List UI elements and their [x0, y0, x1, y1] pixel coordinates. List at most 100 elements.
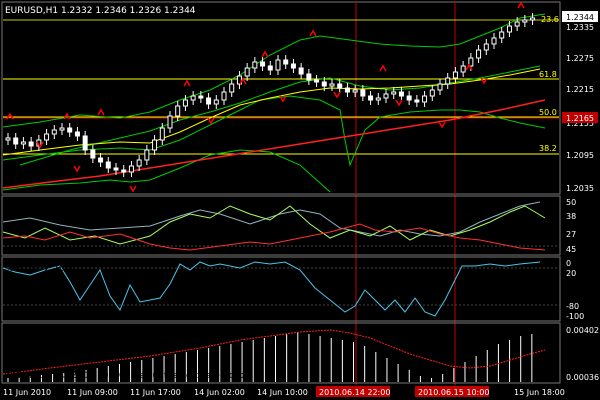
- candle-body: [144, 149, 150, 161]
- williams-r-info: %R(14) -2.7624: [5, 264, 76, 274]
- svg-text:20: 20: [566, 269, 576, 278]
- candle-body: [198, 95, 204, 99]
- candle-body: [236, 75, 242, 85]
- watermark: XTB-Trader, © 2001-2010 MetaQuotes Softw…: [5, 371, 247, 381]
- candle-body: [128, 165, 134, 173]
- candle-body: [344, 87, 350, 93]
- bollinger-bands: [2, 13, 546, 193]
- macd-info: MACD(12,25,9) 0.00333 0.00226: [5, 327, 154, 337]
- candle-body: [429, 89, 435, 97]
- candle-body: [51, 129, 57, 135]
- candle-body: [491, 37, 497, 45]
- candlestick-series: [5, 13, 536, 177]
- candle-body: [422, 95, 428, 103]
- price-level-badge: [562, 112, 598, 123]
- fibo-label-500: 50.0: [539, 108, 557, 117]
- svg-text:50: 50: [566, 198, 576, 207]
- svg-text:15 Jun 18:00: 15 Jun 18:00: [514, 388, 565, 397]
- candle-body: [375, 97, 381, 101]
- candle-body: [522, 19, 528, 23]
- candle-body: [337, 83, 343, 89]
- candle-body: [267, 65, 273, 71]
- candle-body: [298, 67, 304, 75]
- candle-body: [82, 135, 88, 151]
- fractal-markers: [6, 1, 525, 193]
- svg-text:38: 38: [566, 212, 576, 221]
- svg-text:1.2215: 1.2215: [566, 85, 594, 94]
- fibo-label-382: 38.2: [539, 144, 557, 153]
- adx-panel[interactable]: ADX(14) 44.5718 +DI:28.2079 -DI:9.0605: [1, 195, 561, 256]
- candle-body: [329, 83, 335, 87]
- candle-body: [28, 141, 34, 147]
- candle-body: [368, 95, 374, 101]
- svg-text:14 Jun 02:00: 14 Jun 02:00: [194, 388, 245, 397]
- candle-body: [483, 43, 489, 51]
- candle-body: [182, 99, 188, 107]
- candle-body: [283, 59, 289, 65]
- minus-di-line: [2, 223, 546, 251]
- candle-body: [67, 127, 73, 133]
- candle-body: [398, 91, 404, 97]
- candle-body: [221, 91, 227, 101]
- svg-text:45: 45: [566, 245, 576, 254]
- svg-text:2010.06.15 10:00: 2010.06.15 10:00: [418, 388, 489, 397]
- svg-text:1.2095: 1.2095: [566, 151, 594, 160]
- candle-body: [90, 149, 96, 159]
- candle-body: [290, 63, 296, 69]
- candle-body: [514, 21, 520, 27]
- candle-body: [391, 91, 397, 95]
- time-axis: 11 Jun 2010 11 Jun 09:00 11 Jun 17:00 14…: [3, 386, 565, 397]
- candle-body: [468, 57, 474, 67]
- macd-panel[interactable]: MACD(12,25,9) 0.00333 0.00226 XTB-Trader…: [1, 322, 561, 384]
- svg-text:-80: -80: [566, 302, 579, 311]
- candle-body: [229, 83, 235, 93]
- svg-text:2010.06.14 22:00: 2010.06.14 22:00: [319, 388, 390, 397]
- fibo-label-618: 61.8: [539, 70, 557, 79]
- svg-text:0: 0: [566, 259, 571, 268]
- fibo-label-236: 23.6: [541, 15, 559, 24]
- candle-body: [5, 137, 11, 141]
- svg-text:11 Jun 17:00: 11 Jun 17:00: [130, 388, 181, 397]
- candle-body: [452, 71, 458, 79]
- williams-r-panel[interactable]: %R(14) -2.7624: [1, 256, 561, 322]
- candle-body: [360, 89, 366, 97]
- candle-body: [121, 169, 127, 173]
- candle-body: [105, 161, 111, 169]
- candle-body: [74, 131, 80, 137]
- svg-text:1.2165: 1.2165: [566, 114, 594, 123]
- candle-body: [190, 95, 196, 101]
- candle-body: [213, 99, 219, 105]
- macd-histogram: [7, 332, 533, 382]
- candle-body: [414, 99, 420, 103]
- candle-body: [20, 141, 26, 145]
- adx-line: [2, 201, 541, 237]
- candle-body: [167, 115, 173, 129]
- candle-body: [44, 133, 50, 141]
- adx-axis: 50 38 27 45: [566, 198, 576, 254]
- candle-body: [244, 67, 250, 77]
- candle-body: [445, 77, 451, 85]
- candle-body: [306, 73, 312, 81]
- svg-text:0.00036: 0.00036: [566, 373, 599, 382]
- candle-body: [314, 79, 320, 83]
- candle-body: [275, 59, 281, 71]
- candle-body: [113, 167, 119, 171]
- macd-axis: 0.00402 0.00036: [566, 326, 599, 382]
- adx-info: ADX(14) 44.5718 +DI:28.2079 -DI:9.0605: [5, 200, 193, 210]
- svg-text:1.2275: 1.2275: [566, 54, 594, 63]
- candle-body: [13, 137, 19, 145]
- candle-body: [98, 157, 104, 163]
- svg-text:11 Jun 09:00: 11 Jun 09:00: [67, 388, 118, 397]
- candle-body: [260, 61, 266, 67]
- macd-signal-line: [2, 329, 546, 375]
- svg-text:1.2344: 1.2344: [566, 13, 594, 22]
- svg-text:11 Jun 2010: 11 Jun 2010: [3, 388, 51, 397]
- svg-text:27: 27: [566, 230, 576, 239]
- candle-body: [206, 97, 212, 105]
- candle-body: [321, 81, 327, 87]
- price-axis: 1.2335 1.2275 1.2215 1.2155 1.2095 1.203…: [562, 11, 598, 193]
- williams-r-axis: 0 20 -80 -100: [566, 259, 584, 321]
- svg-text:1.2335: 1.2335: [566, 23, 594, 32]
- candle-body: [499, 31, 505, 39]
